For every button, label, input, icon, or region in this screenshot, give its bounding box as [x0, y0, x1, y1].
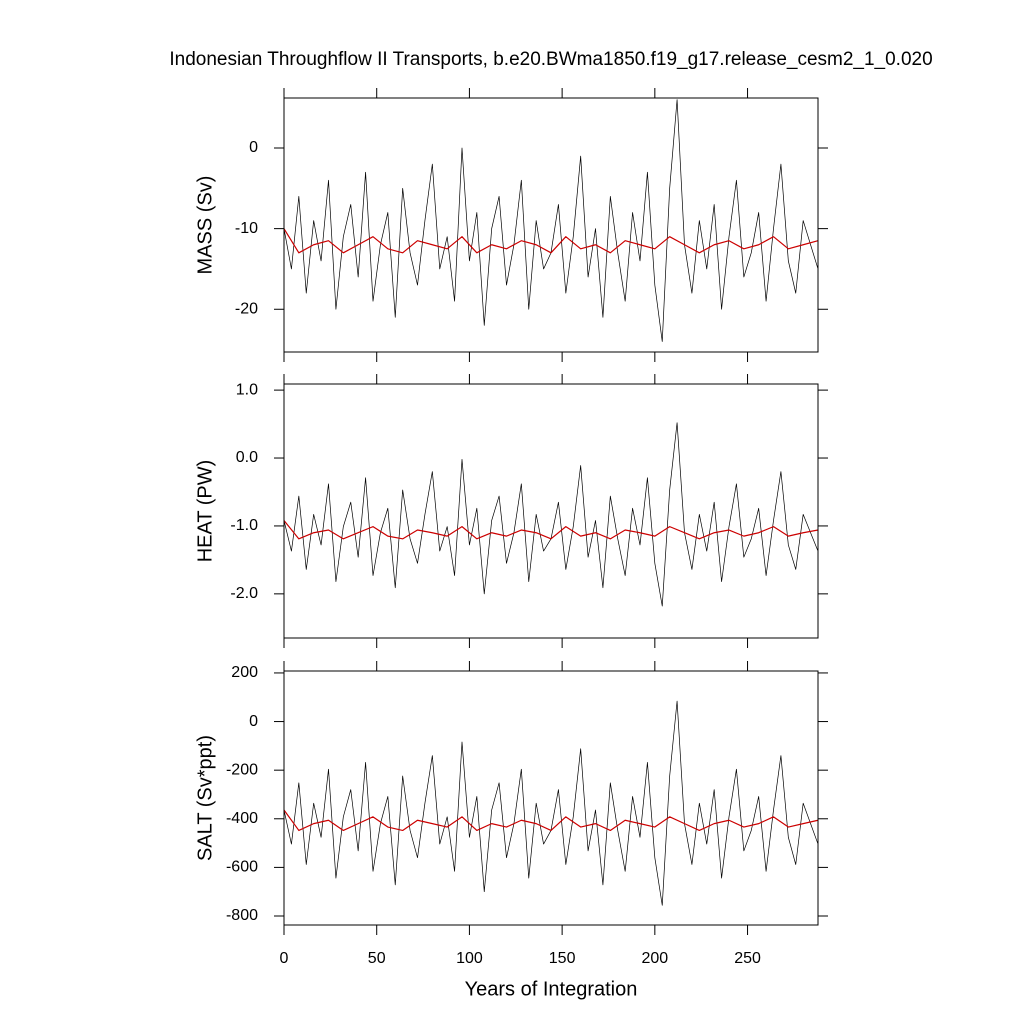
plot-frame [283, 383, 819, 639]
y-tick-label: -20 [235, 300, 258, 317]
plot-frame [283, 97, 819, 353]
x-tick-label: 0 [280, 950, 289, 967]
x-tick-label: 100 [456, 950, 483, 967]
chart-title: Indonesian Throughflow II Transports, b.… [169, 49, 932, 70]
y-tick-label: 200 [231, 664, 258, 681]
y-axis-title: MASS (Sv) [194, 176, 216, 275]
y-axis-title: HEAT (PW) [194, 460, 216, 563]
y-tick-label: -10 [235, 220, 258, 237]
x-tick-label: 200 [641, 950, 668, 967]
data-line [283, 700, 819, 906]
data-line [283, 520, 819, 540]
x-tick-label: 250 [734, 950, 761, 967]
data-line [283, 809, 819, 832]
y-tick-label: -600 [226, 859, 258, 876]
plot-frame [283, 670, 819, 926]
y-tick-label: 0 [249, 713, 258, 730]
data-line [283, 228, 819, 254]
y-tick-label: -1.0 [230, 517, 258, 534]
y-tick-label: -200 [226, 761, 258, 778]
y-axis-title: SALT (Sv*ppt) [194, 735, 216, 861]
y-tick-label: 0 [249, 139, 258, 156]
y-tick-label: -2.0 [230, 585, 258, 602]
x-tick-label: 50 [368, 950, 386, 967]
y-tick-label: 1.0 [236, 381, 258, 398]
y-tick-label: 0.0 [236, 449, 258, 466]
x-axis-title: Years of Integration [465, 978, 638, 1000]
y-tick-label: -400 [226, 810, 258, 827]
data-line [283, 99, 819, 342]
y-tick-label: -800 [226, 907, 258, 924]
x-tick-label: 150 [549, 950, 576, 967]
data-line [283, 422, 819, 607]
